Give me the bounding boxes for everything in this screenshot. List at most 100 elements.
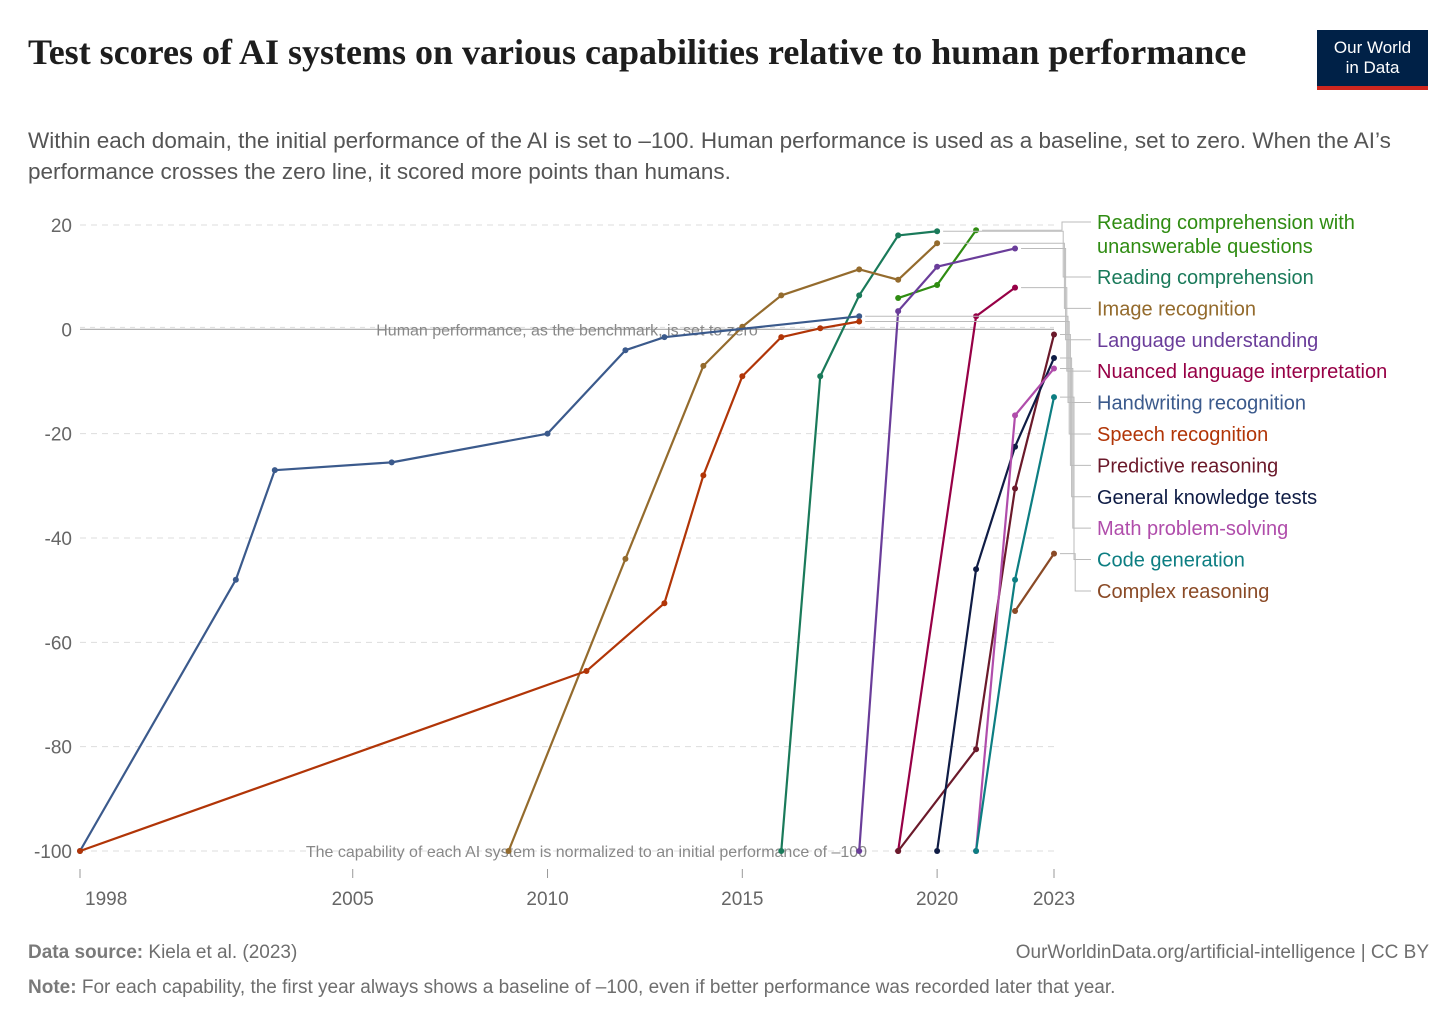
y-tick-label: -60 [45,633,72,654]
legend-label: Math problem-solving [1097,518,1288,540]
logo-line-2: in Data [1345,58,1400,77]
chart-note-text: For each capability, the first year alwa… [81,977,1116,998]
data-point [934,263,941,270]
data-point [1012,608,1019,615]
logo-line-1: Our World [1333,38,1412,57]
chart-title: Test scores of AI systems on various cap… [28,32,1247,72]
data-point [778,848,785,854]
data-point [1012,443,1019,450]
data-point [817,325,824,332]
data-point [661,334,668,341]
owid-logo[interactable]: Our World in Data [1317,30,1428,90]
legend-label: Handwriting recognition [1097,393,1306,415]
data-point [778,292,785,299]
data-point [856,313,863,320]
data-source-text[interactable]: Kiela et al. (2023) [148,942,298,963]
data-point [661,600,668,607]
x-tick-label: 2020 [916,889,958,910]
legend-label: Reading comprehension with [1097,212,1355,234]
legend-label: unanswerable questions [1097,236,1313,258]
data-point [934,848,941,854]
data-point [388,459,395,466]
legend-connector [1060,367,1091,529]
data-point [895,295,902,302]
legend-connector [1060,334,1091,466]
legend-connector [865,315,1091,404]
data-point [895,232,902,239]
y-tick-label: 20 [51,216,72,237]
x-tick-label: 2023 [1033,889,1075,910]
data-point [817,373,824,380]
series-line [897,286,1017,853]
data-point [505,848,512,854]
data-point [856,318,863,325]
data-point [934,281,941,288]
x-tick-label: 1998 [85,889,127,910]
chart-note-label: Note: [28,977,77,998]
legend-connector [1060,357,1091,498]
y-tick-label: -80 [45,738,72,759]
logo-accent-bar [1317,86,1428,90]
legend-label: Predictive reasoning [1097,455,1278,477]
data-point [1012,576,1019,583]
legend-connector [1021,247,1091,341]
y-tick-label: -40 [45,529,72,550]
reference-annotation: The capability of each AI system is norm… [306,844,867,861]
source-url[interactable]: OurWorldinData.org/artificial-intelligen… [1015,942,1429,963]
data-source: Data source: Kiela et al. (2023) [28,942,297,964]
legend-connector [1060,553,1091,592]
data-point [700,472,707,479]
chart-subtitle: Within each domain, the initial performa… [28,128,1391,184]
data-point [1051,355,1057,362]
data-point [934,240,941,247]
data-point [271,467,278,474]
data-point [1012,284,1019,291]
data-point [583,668,590,675]
y-tick-label: -20 [45,425,72,446]
legend-connector [982,221,1091,231]
data-point [973,566,980,573]
series-line [858,247,1017,853]
data-source-label: Data source: [28,942,144,963]
x-tick-label: 2015 [721,889,763,910]
data-point [856,848,863,854]
series-line [1013,552,1056,613]
data-point [778,334,785,341]
data-point [1012,485,1019,492]
data-point [895,308,902,315]
series-line [974,396,1056,853]
data-point [77,848,83,854]
y-tick-label: 0 [61,320,72,341]
data-point [1012,412,1019,419]
data-point [934,228,941,235]
data-point [622,347,629,354]
legend-label: Code generation [1097,550,1245,572]
data-point [1051,331,1057,338]
x-tick-label: 2005 [332,889,374,910]
data-point [895,276,902,283]
data-point [1051,550,1057,557]
data-point [856,292,863,299]
legend-label: Image recognition [1097,298,1256,320]
data-point [1051,394,1057,401]
legend-label: Nuanced language interpretation [1097,361,1387,383]
data-point [856,266,863,273]
series-line [897,333,1056,853]
series-line [78,315,861,853]
line-chart: 20 0 -20 -40 -60 -80 -100 1998 2005 2010 2015 2020 2… [34,212,1387,910]
data-point [973,227,980,234]
data-point [1051,365,1057,372]
y-tick-label: -100 [34,842,72,863]
data-point [622,555,629,562]
legend-connector [1060,396,1091,561]
legend-label: General knowledge tests [1097,487,1317,509]
data-point [739,373,746,380]
data-point [973,848,980,854]
data-point [700,362,707,369]
legend-connector [1021,287,1091,372]
series-line [78,320,861,853]
series-line [936,356,1056,853]
legend-connector [865,321,1091,435]
legend-label: Language understanding [1097,330,1318,352]
legend-label: Speech recognition [1097,424,1268,446]
